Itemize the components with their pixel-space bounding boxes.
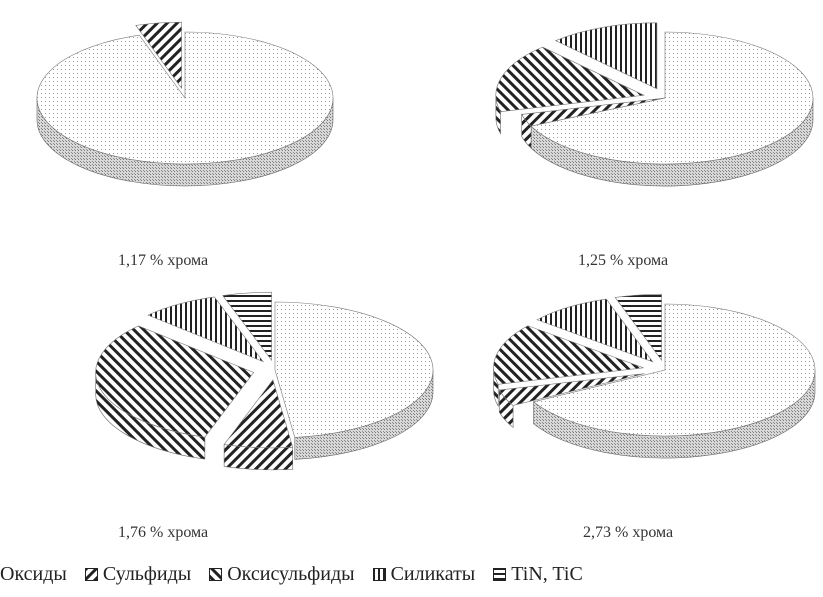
legend-label: Оксиды: [0, 562, 67, 585]
pie-slice-oxysulfides: [493, 325, 644, 385]
chart-caption-1: 1,17 % хрома: [118, 252, 208, 269]
legend-item-tin-tic: TiN, TiC: [493, 563, 583, 586]
pie-slice-tin-tic: [614, 293, 662, 362]
pie-chart-1: 1,17 % хрома: [36, 21, 334, 269]
pie-chart-4: 2,73 % хрома: [493, 293, 816, 541]
legend-swatch-oxysulfides: [209, 567, 223, 581]
pie-slice-oxides: [532, 303, 816, 437]
pie-slice-sulfides: [223, 379, 294, 449]
legend-swatch-tin-tic: [493, 567, 507, 581]
legend-item-oxides: Оксиды: [0, 563, 67, 586]
chart-caption-3: 1,76 % хрома: [118, 524, 208, 541]
legend-item-oxysulfides: Оксисульфиды: [209, 562, 355, 586]
pie-slice-oxysulfides: [95, 325, 255, 438]
pie-charts: 1,17 % хрома 1,25 % хрома 1,76 % хрома 2,73…: [36, 21, 816, 541]
pie-slice-oxides: [274, 301, 434, 438]
pie-slice-oxides: [530, 31, 814, 165]
legend-item-silicates: Силикаты: [372, 562, 476, 586]
legend-label: Сульфиды: [102, 562, 192, 585]
legend-label: Силикаты: [390, 562, 476, 585]
pie-slice-silicates: [536, 298, 654, 363]
chart-legend: Оксиды Сульфиды Оксисульфиды Силикаты TiN, T…: [0, 558, 823, 590]
pie-slice-oxysulfides: [495, 46, 645, 112]
legend-item-sulfides: Сульфиды: [84, 562, 192, 586]
chart-caption-2: 1,25 % хрома: [578, 252, 668, 269]
pie-slice-sulfides: [521, 97, 666, 127]
pie-slice-side-sulfides: [223, 444, 294, 471]
chart-caption-4: 2,73 % хрома: [583, 524, 673, 541]
pie-slice-tin-tic: [222, 291, 272, 362]
legend-label: Оксисульфиды: [227, 562, 355, 585]
legend-label: TiN, TiC: [511, 562, 583, 585]
pie-slice-silicates: [554, 22, 658, 90]
legend-swatch-sulfides: [84, 567, 98, 581]
legend-swatch-silicates: [372, 567, 386, 581]
pie-slice-oxides: [36, 31, 334, 165]
pie-slice-sulfides: [135, 21, 182, 90]
pie-slice-sulfides: [498, 373, 645, 406]
pie-chart-3: 1,76 % хрома: [95, 291, 434, 541]
pie-chart-2: 1,25 % хрома: [495, 22, 814, 269]
pie-slice-silicates: [147, 296, 265, 363]
